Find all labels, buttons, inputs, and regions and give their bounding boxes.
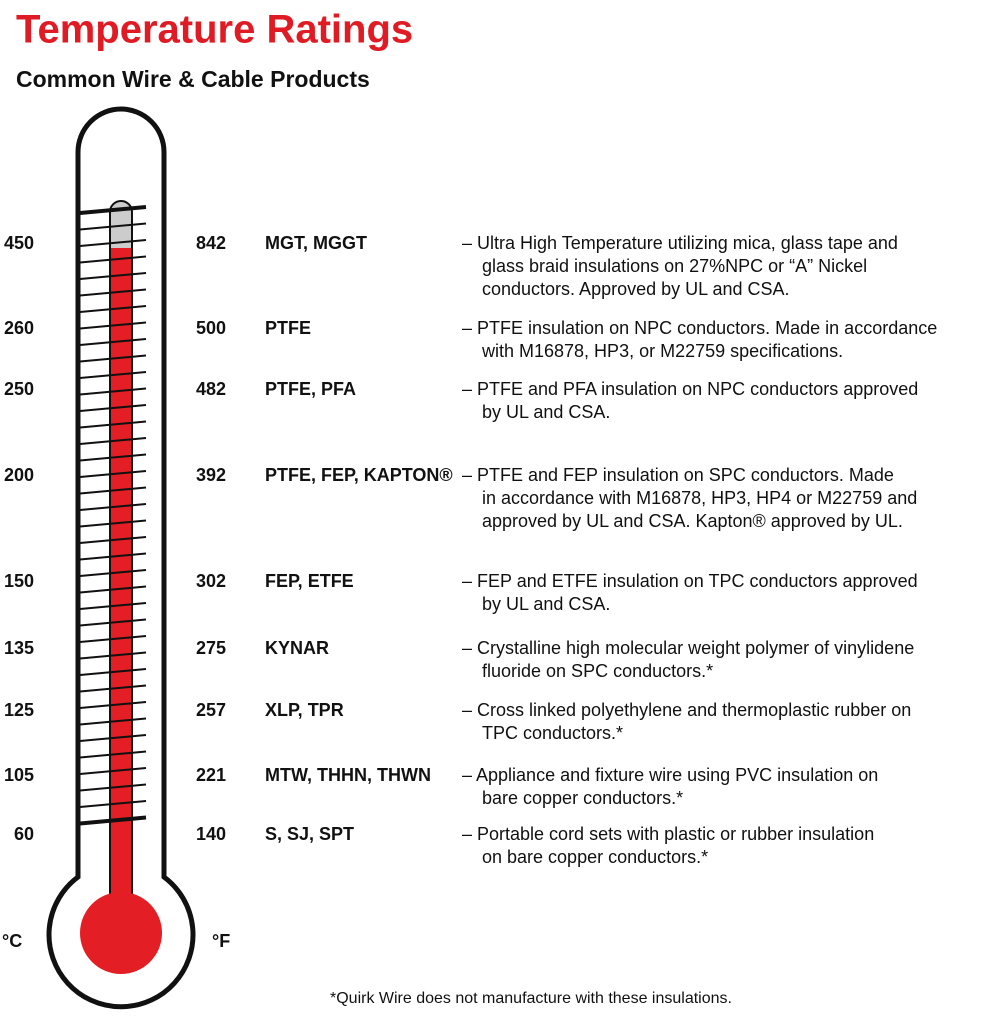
- celsius: 150: [4, 571, 34, 591]
- tick: [79, 371, 147, 379]
- tick: [79, 602, 147, 610]
- fahrenheit: 392: [196, 465, 226, 485]
- subtitle: Common Wire & Cable Products: [16, 66, 370, 92]
- description: bare copper conductors.*: [482, 788, 683, 808]
- tick: [79, 354, 147, 363]
- title: Temperature Ratings: [16, 8, 413, 52]
- tick: [79, 305, 147, 313]
- description: fluoride on SPC conductors.*: [482, 661, 713, 681]
- tick: [79, 701, 147, 709]
- description: – Ultra High Temperature utilizing mica,…: [462, 233, 898, 253]
- description: TPC conductors.*: [482, 723, 623, 743]
- fahrenheit: 257: [196, 700, 226, 720]
- description: with M16878, HP3, or M22759 specificatio…: [481, 341, 843, 361]
- tick: [79, 635, 147, 643]
- tick: [79, 255, 147, 264]
- description: – PTFE and FEP insulation on SPC conduct…: [462, 465, 894, 485]
- description: glass braid insulations on 27%NPC or “A”…: [482, 256, 867, 276]
- fahrenheit: 842: [196, 233, 226, 253]
- tick: [79, 205, 147, 215]
- tick: [79, 800, 147, 808]
- tick: [79, 503, 147, 511]
- tick: [79, 404, 147, 412]
- description: conductors. Approved by UL and CSA.: [482, 279, 790, 299]
- celsius: 200: [4, 465, 34, 485]
- product: PTFE: [265, 318, 311, 338]
- tick: [79, 717, 147, 726]
- product: S, SJ, SPT: [265, 824, 354, 844]
- product: MTW, THHN, THWN: [265, 765, 431, 785]
- description: – Cross linked polyethylene and thermopl…: [462, 700, 911, 720]
- product: MGT, MGGT: [265, 233, 367, 253]
- tick: [79, 288, 147, 297]
- tick: [79, 536, 147, 544]
- tick: [79, 222, 147, 231]
- tick: [79, 767, 147, 775]
- description: – Portable cord sets with plastic or rub…: [462, 824, 874, 844]
- description: on bare copper conductors.*: [482, 847, 708, 867]
- description: – Appliance and fixture wire using PVC i…: [462, 765, 878, 785]
- tick: [79, 519, 147, 528]
- tick: [79, 486, 147, 495]
- footnote: *Quirk Wire does not manufacture with th…: [330, 990, 732, 1007]
- product: KYNAR: [265, 638, 329, 658]
- tick: [79, 470, 147, 478]
- description: – PTFE and PFA insulation on NPC conduct…: [462, 379, 918, 399]
- tick: [79, 338, 147, 346]
- celsius: 125: [4, 700, 34, 720]
- celsius: 60: [14, 824, 34, 844]
- tick: [79, 684, 147, 693]
- description: by UL and CSA.: [482, 402, 610, 422]
- celsius: 260: [4, 318, 34, 338]
- tick: [79, 272, 147, 280]
- fahrenheit-unit: °F: [212, 931, 230, 951]
- tick: [79, 453, 147, 462]
- tick: [79, 750, 147, 759]
- celsius: 250: [4, 379, 34, 399]
- fahrenheit: 500: [196, 318, 226, 338]
- thermometer: [46, 106, 196, 1010]
- product: XLP, TPR: [265, 700, 344, 720]
- fahrenheit: 302: [196, 571, 226, 591]
- tick: [79, 387, 147, 396]
- product: PTFE, PFA: [265, 379, 356, 399]
- tick: [79, 618, 147, 627]
- description: – PTFE insulation on NPC conductors. Mad…: [462, 318, 937, 338]
- product: PTFE, FEP, KAPTON®: [265, 465, 453, 485]
- tick: [79, 783, 147, 792]
- tick: [79, 321, 147, 330]
- fahrenheit: 221: [196, 765, 226, 785]
- description: by UL and CSA.: [482, 594, 610, 614]
- tick: [79, 420, 147, 429]
- fahrenheit: 482: [196, 379, 226, 399]
- description: in accordance with M16878, HP3, HP4 or M…: [482, 488, 917, 508]
- tick: [79, 569, 147, 577]
- celsius-unit: °C: [2, 931, 22, 951]
- tick: [79, 552, 147, 561]
- tick: [79, 239, 147, 247]
- tick: [79, 815, 147, 826]
- product: FEP, ETFE: [265, 571, 354, 591]
- celsius: 450: [4, 233, 34, 253]
- tick: [79, 668, 147, 676]
- description: approved by UL and CSA. Kapton® approved…: [482, 511, 903, 531]
- celsius: 135: [4, 638, 34, 658]
- tick: [79, 651, 147, 660]
- description: – Crystalline high molecular weight poly…: [462, 638, 914, 658]
- tick: [79, 585, 147, 594]
- fahrenheit: 140: [196, 824, 226, 844]
- tick: [79, 734, 147, 742]
- celsius: 105: [4, 765, 34, 785]
- fahrenheit: 275: [196, 638, 226, 658]
- description: – FEP and ETFE insulation on TPC conduct…: [462, 571, 918, 591]
- tick: [79, 437, 147, 445]
